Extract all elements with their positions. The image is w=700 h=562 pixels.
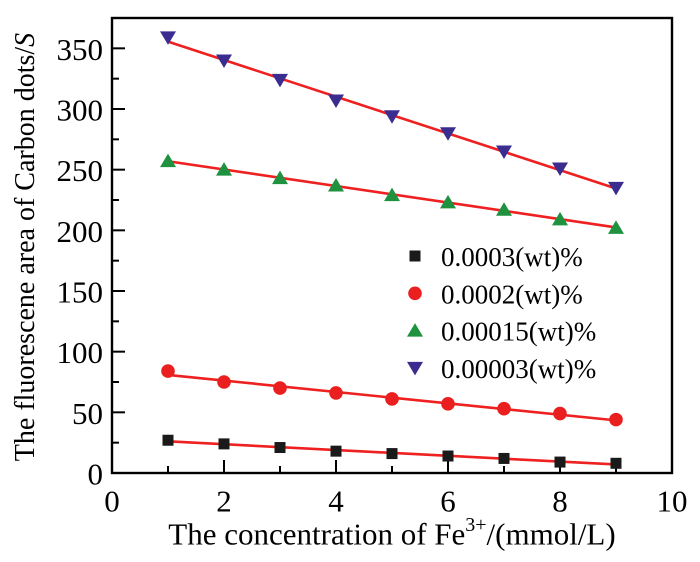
y-tick-label: 150	[57, 275, 104, 310]
y-axis-label: The fluorescene area of Carbon dots/S	[10, 18, 46, 476]
legend-swatch-square	[409, 250, 421, 262]
data-point-circle	[217, 375, 231, 389]
data-point-square	[330, 445, 342, 457]
data-point-circle	[553, 406, 567, 421]
data-point-triangle-up	[384, 187, 400, 202]
x-tick-label: 6	[440, 483, 456, 518]
y-tick-label: 300	[57, 93, 104, 128]
data-point-triangle-up	[216, 162, 232, 176]
x-axis-label-superscript: 3+	[465, 514, 487, 536]
data-point-square	[162, 434, 174, 446]
data-point-square	[498, 452, 510, 464]
y-tick-label: 0	[88, 457, 104, 492]
data-point-square	[218, 438, 230, 450]
data-point-triangle-up	[608, 220, 624, 234]
data-point-triangle-up	[328, 177, 344, 192]
data-point-triangle-down	[608, 181, 624, 196]
data-point-triangle-down	[160, 31, 176, 45]
data-point-triangle-down	[272, 73, 288, 88]
legend-swatch-circle	[408, 286, 422, 301]
legend-swatch-triangle-down	[407, 361, 423, 376]
data-point-triangle-up	[552, 211, 568, 226]
legend-swatch-triangle-up	[407, 323, 423, 337]
data-point-triangle-down	[328, 94, 344, 109]
data-point-triangle-down	[552, 162, 568, 176]
legend-label: 0.00015(wt)%	[441, 317, 596, 347]
data-point-circle	[385, 392, 399, 406]
y-tick-label: 250	[57, 153, 104, 188]
data-point-square	[442, 450, 454, 462]
data-point-square	[274, 442, 286, 454]
y-tick-label: 350	[57, 32, 104, 67]
data-point-circle	[441, 397, 455, 411]
data-point-square	[386, 448, 398, 460]
x-tick-label: 8	[552, 483, 568, 518]
data-point-triangle-down	[440, 127, 456, 141]
y-axis-label-text: The fluorescene area of Carbon dots/	[10, 46, 41, 462]
data-point-triangle-up	[272, 170, 288, 185]
data-point-circle	[161, 364, 175, 378]
legend-label: 0.00003(wt)%	[441, 354, 596, 384]
data-point-triangle-up	[496, 202, 512, 216]
legend-label: 0.0003(wt)%	[441, 242, 583, 272]
data-point-circle	[273, 381, 287, 395]
data-point-triangle-down	[384, 110, 400, 124]
x-tick-label: 10	[657, 483, 688, 518]
data-point-square	[610, 457, 622, 469]
data-point-square	[554, 456, 566, 468]
x-tick-label: 2	[216, 483, 232, 518]
data-point-triangle-up	[160, 153, 176, 168]
legend-label: 0.0002(wt)%	[441, 279, 583, 309]
data-point-triangle-down	[216, 54, 232, 68]
x-axis-label-text: The concentration of Fe	[168, 516, 466, 552]
data-point-triangle-up	[440, 194, 456, 209]
x-axis-label-units: /(mmol/L)	[486, 516, 616, 552]
x-tick-label: 4	[328, 483, 344, 518]
data-point-triangle-down	[496, 145, 512, 159]
y-axis-label-italic: S	[10, 32, 41, 47]
y-tick-label: 200	[57, 214, 104, 249]
x-tick-label: 0	[104, 483, 120, 518]
data-point-circle	[609, 412, 623, 427]
x-axis-label: The concentration of Fe3+/(mmol/L)	[112, 514, 672, 560]
data-point-circle	[497, 401, 511, 416]
data-point-circle	[329, 386, 343, 400]
y-tick-label: 50	[72, 396, 103, 431]
y-tick-label: 100	[57, 335, 104, 370]
